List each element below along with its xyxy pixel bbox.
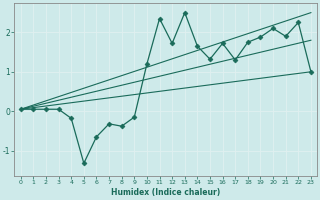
X-axis label: Humidex (Indice chaleur): Humidex (Indice chaleur) <box>111 188 220 197</box>
